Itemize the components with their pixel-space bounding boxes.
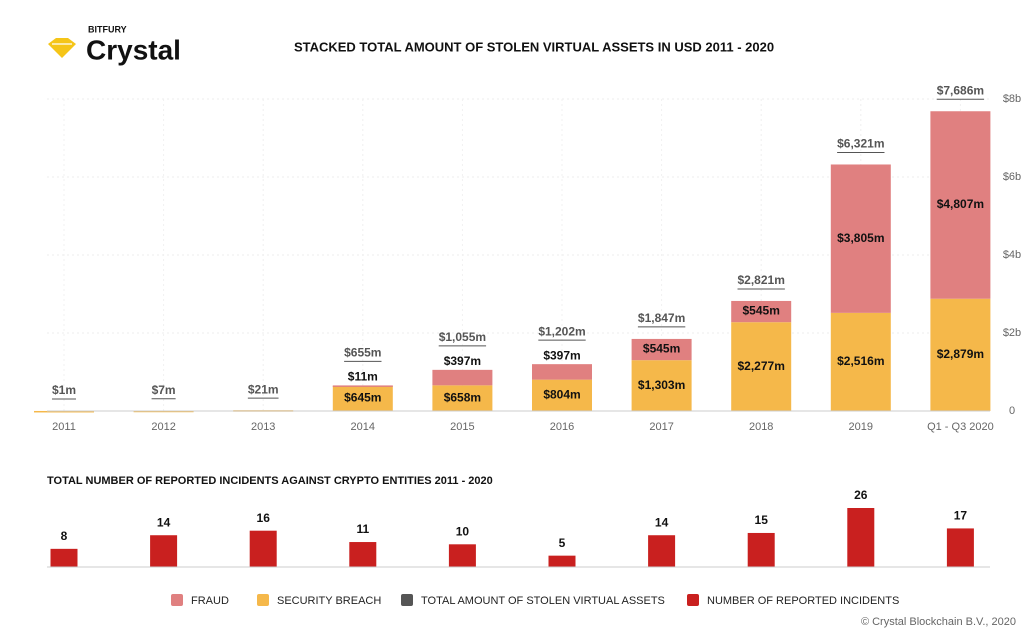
bar-segment — [631, 338, 692, 361]
value-label: 15 — [755, 513, 769, 527]
y-tick-label: 0 — [1009, 405, 1015, 417]
total-label: $2,821m — [738, 273, 785, 287]
y-tick-label: $2b — [1003, 327, 1021, 339]
x-tick-label: 2011 — [52, 421, 76, 433]
y-tick-label: $4b — [1003, 249, 1021, 261]
total-label: $1,202m — [538, 324, 585, 338]
value-label: $397m — [543, 348, 580, 362]
bar — [648, 535, 676, 567]
value-label: 14 — [157, 515, 171, 529]
value-label: $1,303m — [638, 378, 685, 392]
bar — [548, 555, 576, 567]
total-label: $7m — [152, 383, 176, 397]
value-label: $545m — [643, 342, 680, 356]
x-tick-label: 2013 — [251, 421, 275, 433]
legend-label: NUMBER OF REPORTED INCIDENTS — [707, 595, 899, 607]
total-label: $7,686m — [937, 83, 984, 97]
y-tick-label: $6b — [1003, 171, 1021, 183]
legend-swatch — [257, 594, 269, 606]
x-tick-label: 2018 — [749, 421, 773, 433]
brand: BITFURY — [88, 24, 127, 34]
total-label: $6,321m — [837, 137, 884, 151]
chart-title: TOTAL NUMBER OF REPORTED INCIDENTS AGAIN… — [47, 475, 493, 487]
value-label: $2,879m — [937, 347, 984, 361]
legend-label: SECURITY BREACH — [277, 595, 381, 607]
bar-segment — [930, 298, 991, 411]
bar — [448, 544, 476, 567]
value-label: 17 — [954, 509, 968, 523]
x-tick-label: Q1 - Q3 2020 — [927, 421, 994, 433]
bar-segment — [532, 364, 592, 380]
bar-segment — [432, 369, 493, 386]
bar-segment — [930, 111, 991, 299]
bar-segment — [731, 300, 792, 323]
value-label: 16 — [257, 511, 271, 525]
value-label: $545m — [743, 304, 780, 318]
logo-text: Crystal — [86, 34, 181, 65]
y-tick-label: $8b — [1003, 93, 1021, 105]
value-label: 8 — [61, 529, 68, 543]
legend-swatch — [171, 594, 183, 606]
x-tick-label: 2016 — [550, 421, 574, 433]
bar-segment — [332, 385, 393, 387]
bar — [50, 548, 78, 567]
bar — [747, 532, 775, 567]
total-label: $21m — [248, 382, 279, 396]
value-label: $397m — [444, 354, 481, 368]
bar-segment — [432, 385, 493, 411]
x-tick-label: 2014 — [351, 421, 375, 433]
bar — [150, 535, 178, 567]
value-label: $11m — [348, 370, 378, 384]
x-tick-label: 2015 — [450, 421, 474, 433]
value-label: $2,516m — [837, 354, 884, 368]
footer: © Crystal Blockchain B.V., 2020 — [861, 616, 1016, 628]
value-label: 14 — [655, 515, 669, 529]
value-label: 5 — [559, 536, 566, 550]
value-label: $3,805m — [837, 231, 884, 245]
bar-segment — [34, 410, 94, 413]
value-label: $2,277m — [738, 359, 785, 373]
x-tick-label: 2019 — [849, 421, 873, 433]
bar — [249, 530, 277, 567]
total-label: $1m — [52, 383, 76, 397]
legend-swatch — [687, 594, 699, 606]
x-tick-label: 2012 — [151, 421, 175, 433]
bar-segment — [332, 385, 393, 411]
value-label: $658m — [444, 390, 481, 404]
value-label: $645m — [344, 391, 381, 405]
bar — [349, 542, 377, 567]
bar — [847, 508, 875, 567]
value-label: 11 — [356, 522, 369, 536]
value-label: 26 — [854, 488, 868, 502]
total-label: $1,847m — [638, 311, 685, 325]
total-label: $1,055m — [439, 330, 486, 344]
legend-swatch — [401, 594, 413, 606]
total-label: $655m — [344, 346, 381, 360]
bar-segment — [631, 360, 692, 411]
value-label: $804m — [543, 387, 580, 401]
bar-segment — [731, 322, 792, 411]
logo-icon — [48, 38, 76, 58]
x-tick-label: 2017 — [649, 421, 673, 433]
bar-segment — [532, 379, 592, 411]
legend-label: TOTAL AMOUNT OF STOLEN VIRTUAL ASSETS — [421, 595, 665, 607]
legend-label: FRAUD — [191, 595, 229, 607]
value-label: 10 — [456, 524, 470, 538]
bar-segment — [830, 164, 891, 313]
value-label: $4,807m — [937, 197, 984, 211]
bar — [946, 528, 974, 567]
chart-title: STACKED TOTAL AMOUNT OF STOLEN VIRTUAL A… — [294, 39, 774, 54]
bar-segment — [830, 312, 891, 411]
